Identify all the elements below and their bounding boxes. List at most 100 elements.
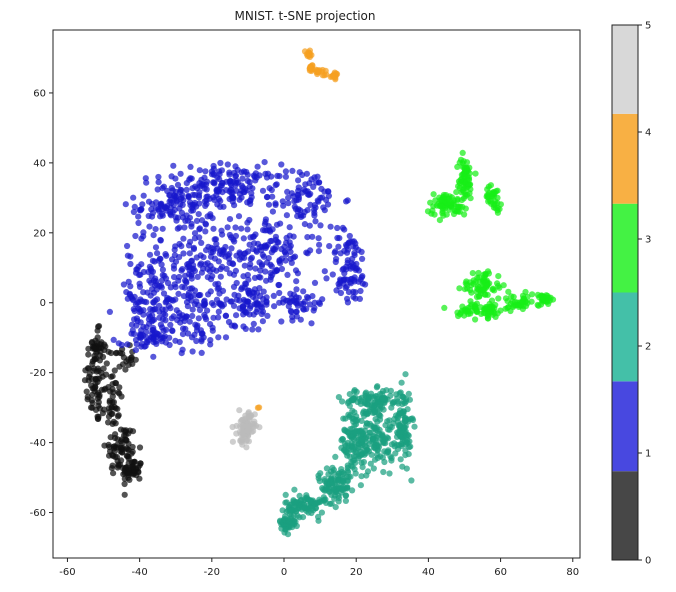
scatter-point <box>163 326 170 333</box>
scatter-point <box>266 227 273 234</box>
scatter-point <box>213 240 220 248</box>
scatter-point <box>285 194 292 201</box>
scatter-point <box>261 159 268 166</box>
scatter-point <box>85 351 92 358</box>
scatter-point <box>511 298 519 305</box>
scatter-point <box>232 323 239 330</box>
scatter-point <box>374 406 381 413</box>
scatter-point <box>159 225 166 232</box>
scatter-point <box>110 470 117 477</box>
scatter-point <box>117 461 124 468</box>
scatter-point <box>129 360 136 367</box>
colorbar-band <box>612 381 638 472</box>
scatter-point <box>340 415 347 422</box>
scatter-point <box>249 233 257 240</box>
scatter-point <box>351 409 358 416</box>
scatter-point <box>399 393 406 400</box>
scatter-point <box>377 435 384 442</box>
scatter-point <box>286 224 293 231</box>
scatter-point <box>321 476 328 483</box>
scatter-point <box>183 186 190 193</box>
scatter-point <box>315 248 322 255</box>
scatter-point <box>342 284 349 291</box>
scatter-point <box>311 299 318 306</box>
scatter-point <box>302 495 309 502</box>
scatter-point <box>401 424 408 431</box>
scatter-point <box>150 232 157 239</box>
scatter-point <box>119 449 126 456</box>
scatter-point <box>396 421 403 429</box>
scatter-point <box>339 224 346 231</box>
scatter-point <box>289 167 296 174</box>
scatter-point <box>133 322 140 329</box>
plot-frame <box>52 29 581 559</box>
scatter-point <box>175 277 182 284</box>
scatter-point <box>167 305 174 312</box>
y-tick-label: -40 <box>30 438 46 449</box>
scatter-point <box>476 274 483 281</box>
scatter-point <box>135 469 142 476</box>
scatter-point <box>293 278 300 285</box>
scatter-point <box>198 239 205 246</box>
colorbar-band <box>612 113 638 204</box>
scatter-point <box>406 396 413 403</box>
scatter-point <box>210 162 217 170</box>
scatter-point <box>455 203 462 210</box>
scatter-point <box>325 192 332 199</box>
scatter-point <box>285 303 292 310</box>
scatter-point <box>352 244 359 251</box>
scatter-point <box>272 233 279 240</box>
scatter-point <box>307 247 314 254</box>
scatter-point <box>188 275 195 282</box>
scatter-point <box>176 240 183 248</box>
scatter-point <box>465 174 473 182</box>
scatter-point <box>296 492 303 499</box>
scatter-point <box>246 311 253 318</box>
scatter-point <box>282 526 289 533</box>
scatter-point <box>116 363 123 370</box>
scatter-point <box>293 499 300 506</box>
scatter-point <box>207 288 214 295</box>
cluster-3-points <box>424 149 557 323</box>
scatter-point <box>188 175 195 182</box>
scatter-point <box>179 331 187 338</box>
scatter-point <box>279 198 286 205</box>
scatter-point <box>386 417 393 424</box>
scatter-point <box>270 292 277 299</box>
scatter-point <box>259 308 267 315</box>
colorbar-tick-label: 0 <box>645 556 651 567</box>
scatter-point <box>171 246 178 253</box>
scatter-point <box>201 174 208 181</box>
scatter-point <box>120 427 128 434</box>
scatter-point <box>187 163 194 170</box>
scatter-point <box>154 186 161 193</box>
scatter-point <box>239 175 246 182</box>
scatter-point <box>324 188 332 195</box>
scatter-point <box>484 186 491 193</box>
scatter-point <box>127 253 134 260</box>
scatter-point <box>164 187 171 195</box>
scatter-point <box>215 308 222 315</box>
scatter-point <box>487 198 495 205</box>
x-tick-label: -40 <box>131 567 147 578</box>
scatter-point <box>295 196 302 203</box>
scatter-point <box>338 468 345 476</box>
scatter-point <box>191 230 199 237</box>
scatter-point <box>89 404 96 411</box>
scatter-point <box>120 281 127 288</box>
scatter-point <box>162 306 169 313</box>
scatter-point <box>207 321 214 328</box>
scatter-point <box>317 470 324 477</box>
scatter-point <box>398 409 405 416</box>
scatter-point <box>193 217 201 224</box>
scatter-point <box>290 254 297 261</box>
scatter-point <box>242 250 249 257</box>
scatter-point <box>205 243 212 250</box>
scatter-point <box>228 298 235 305</box>
scatter-point <box>285 200 292 207</box>
scatter-point <box>260 288 267 295</box>
scatter-point <box>138 235 145 242</box>
scatter-point <box>457 311 464 318</box>
scatter-point <box>91 345 98 352</box>
scatter-point <box>363 472 370 479</box>
